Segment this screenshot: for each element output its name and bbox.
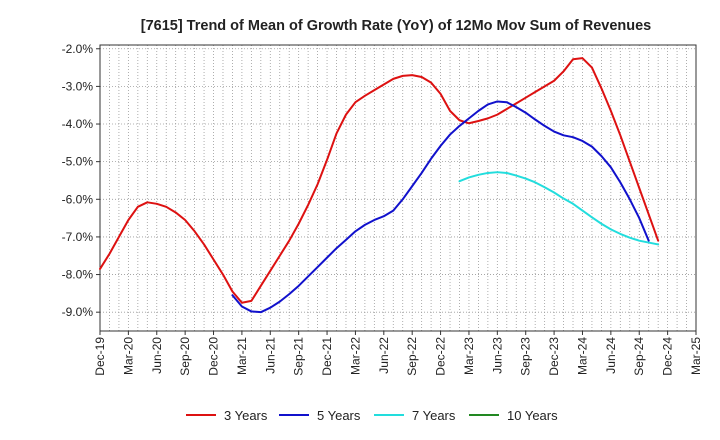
legend-item: 7 Years: [374, 408, 456, 423]
legend-label: 3 Years: [224, 408, 268, 423]
y-axis-ticks: -9.0% -8.0% -7.0% -6.0% -5.0% -4.0% -3.0% -2.0%: [62, 42, 100, 319]
x-tick-label: Dec-22: [434, 337, 448, 376]
x-tick-label: Mar-20: [121, 337, 135, 375]
y-tick-label: -8.0%: [62, 268, 94, 282]
x-tick-label: Dec-19: [93, 337, 107, 376]
x-tick-label: Jun-22: [377, 337, 391, 374]
series-lines: [99, 57, 660, 314]
legend-label: 10 Years: [507, 408, 558, 423]
legend-label: 7 Years: [412, 408, 456, 423]
chart-title: [7615] Trend of Mean of Growth Rate (YoY…: [141, 18, 652, 34]
x-tick-label: Mar-23: [462, 337, 476, 375]
y-tick-label: -7.0%: [62, 230, 94, 244]
x-tick-label: Dec-20: [207, 337, 221, 376]
plot-area: [100, 45, 696, 331]
y-tick-label: -2.0%: [62, 42, 94, 56]
x-tick-label: Jun-23: [490, 337, 504, 374]
horizontal-gridlines: [100, 48, 696, 313]
y-tick-label: -4.0%: [62, 117, 94, 131]
x-tick-label: Sep-22: [405, 337, 419, 376]
x-tick-label: Mar-24: [575, 337, 589, 375]
legend-item: 3 Years: [186, 408, 268, 423]
x-tick-label: Jun-21: [263, 337, 277, 374]
y-tick-label: -3.0%: [62, 79, 94, 93]
x-axis-ticks: Dec-19 Mar-20 Jun-20 Sep-20 Dec-20 Mar-21 Jun-…: [93, 331, 703, 376]
x-tick-label: Jun-20: [150, 337, 164, 374]
x-tick-label: Mar-21: [235, 337, 249, 375]
x-tick-label: Mar-22: [348, 337, 362, 375]
legend: 3 Years 5 Years 7 Years 10 Years: [186, 408, 558, 423]
series-line-5-years: [231, 100, 650, 314]
series-line-7-years: [458, 171, 660, 246]
plot-frame: [99, 44, 697, 332]
x-tick-label: Mar-25: [689, 337, 703, 375]
x-tick-label: Sep-20: [178, 337, 192, 376]
x-tick-label: Sep-23: [519, 337, 533, 376]
x-tick-label: Dec-24: [661, 337, 675, 376]
legend-item: 5 Years: [279, 408, 361, 423]
x-tick-label: Sep-24: [632, 337, 646, 376]
x-tick-label: Jun-24: [604, 337, 618, 374]
y-tick-label: -5.0%: [62, 155, 94, 169]
x-tick-label: Dec-21: [320, 337, 334, 376]
y-tick-label: -9.0%: [62, 305, 94, 319]
legend-label: 5 Years: [317, 408, 361, 423]
y-tick-label: -6.0%: [62, 192, 94, 206]
x-tick-label: Sep-21: [292, 337, 306, 376]
legend-item: 10 Years: [469, 408, 558, 423]
series-line-3-years: [99, 57, 660, 304]
x-tick-label: Dec-23: [547, 337, 561, 376]
